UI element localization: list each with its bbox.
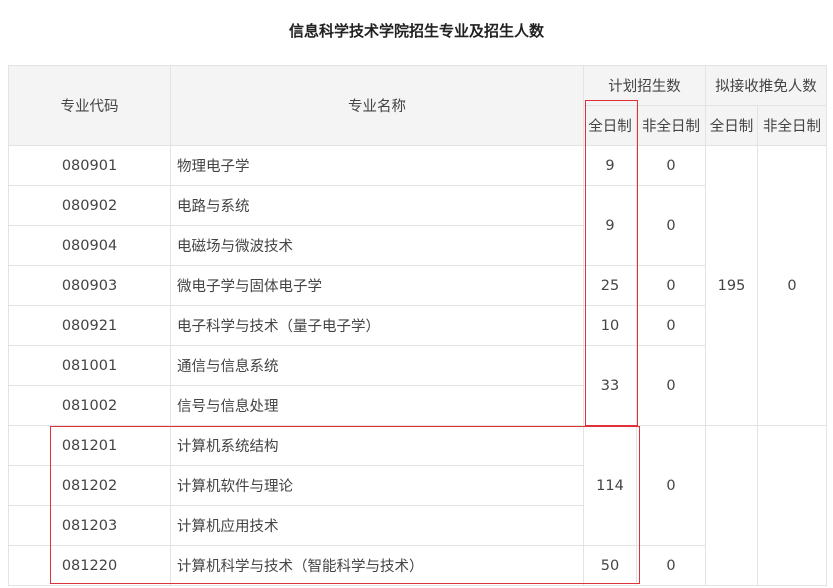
enrollment-table: 专业代码 专业名称 计划招生数 拟接收推免人数 全日制 非全日制 全日制 非全日… (8, 65, 827, 586)
code-cell: 080904 (8, 225, 171, 266)
plan-full-cell: 9 (583, 185, 637, 266)
plan-full-cell: 10 (583, 305, 637, 346)
plan-part-cell: 0 (636, 425, 706, 546)
page-title: 信息科学技术学院招生专业及招生人数 (288, 22, 544, 40)
header-exempt-full: 全日制 (705, 105, 758, 146)
plan-full-cell: 25 (583, 265, 637, 306)
code-cell: 081201 (8, 425, 171, 466)
table-row: 081001 通信与信息系统 33 0 (8, 345, 827, 426)
header-name: 专业名称 (170, 65, 584, 146)
exempt-full-cell: 195 (705, 145, 758, 426)
table-row: 080921 电子科学与技术（量子电子学） 10 0 (8, 305, 827, 346)
plan-part-cell: 0 (636, 305, 706, 346)
name-cell: 通信与信息系统 (170, 345, 584, 386)
table-row: 080902 电路与系统 9 0 (8, 185, 827, 266)
code-cell: 080921 (8, 305, 171, 346)
plan-full-cell: 33 (583, 345, 637, 426)
table-row: 081201 计算机系统结构 114 0 (8, 425, 827, 586)
table-row: 081002 信号与信息处理 (8, 385, 827, 426)
table-row: 080903 微电子学与固体电子学 25 0 (8, 265, 827, 306)
header-plan-full: 全日制 (583, 105, 637, 146)
table-row: 081202 计算机软件与理论 (8, 465, 827, 506)
code-cell: 080901 (8, 145, 171, 186)
name-cell: 计算机软件与理论 (170, 465, 584, 506)
name-cell: 计算机应用技术 (170, 505, 584, 546)
header-exempt-part: 非全日制 (757, 105, 827, 146)
plan-full-cell: 9 (583, 145, 637, 186)
code-cell: 080902 (8, 185, 171, 226)
plan-full-cell: 50 (583, 545, 637, 586)
plan-part-cell: 0 (636, 545, 706, 586)
name-cell: 物理电子学 (170, 145, 584, 186)
name-cell: 电磁场与微波技术 (170, 225, 584, 266)
name-cell: 信号与信息处理 (170, 385, 584, 426)
header-plan: 计划招生数 (583, 65, 706, 106)
name-cell: 电子科学与技术（量子电子学） (170, 305, 584, 346)
table-row: 080904 电磁场与微波技术 (8, 225, 827, 266)
table-row: 081220 计算机科学与技术（智能科学与技术） 50 0 (8, 545, 827, 586)
name-cell: 电路与系统 (170, 185, 584, 226)
table-row: 081203 计算机应用技术 (8, 505, 827, 546)
empty-cell (757, 425, 827, 586)
header-plan-part: 非全日制 (636, 105, 706, 146)
plan-part-cell: 0 (636, 145, 706, 186)
header-code: 专业代码 (8, 65, 171, 146)
empty-cell (705, 425, 758, 586)
name-cell: 计算机系统结构 (170, 425, 584, 466)
plan-part-cell: 0 (636, 185, 706, 266)
code-cell: 080903 (8, 265, 171, 306)
plan-part-cell: 0 (636, 345, 706, 426)
exempt-part-cell: 0 (757, 145, 827, 426)
name-cell: 微电子学与固体电子学 (170, 265, 584, 306)
code-cell: 081202 (8, 465, 171, 506)
header-exempt: 拟接收推免人数 (705, 65, 827, 106)
table-row: 080901 物理电子学 9 0 195 0 (8, 145, 827, 426)
code-cell: 081203 (8, 505, 171, 546)
plan-full-cell: 114 (583, 425, 637, 546)
code-cell: 081002 (8, 385, 171, 426)
name-cell: 计算机科学与技术（智能科学与技术） (170, 545, 584, 586)
code-cell: 081001 (8, 345, 171, 386)
code-cell: 081220 (8, 545, 171, 586)
plan-part-cell: 0 (636, 265, 706, 306)
